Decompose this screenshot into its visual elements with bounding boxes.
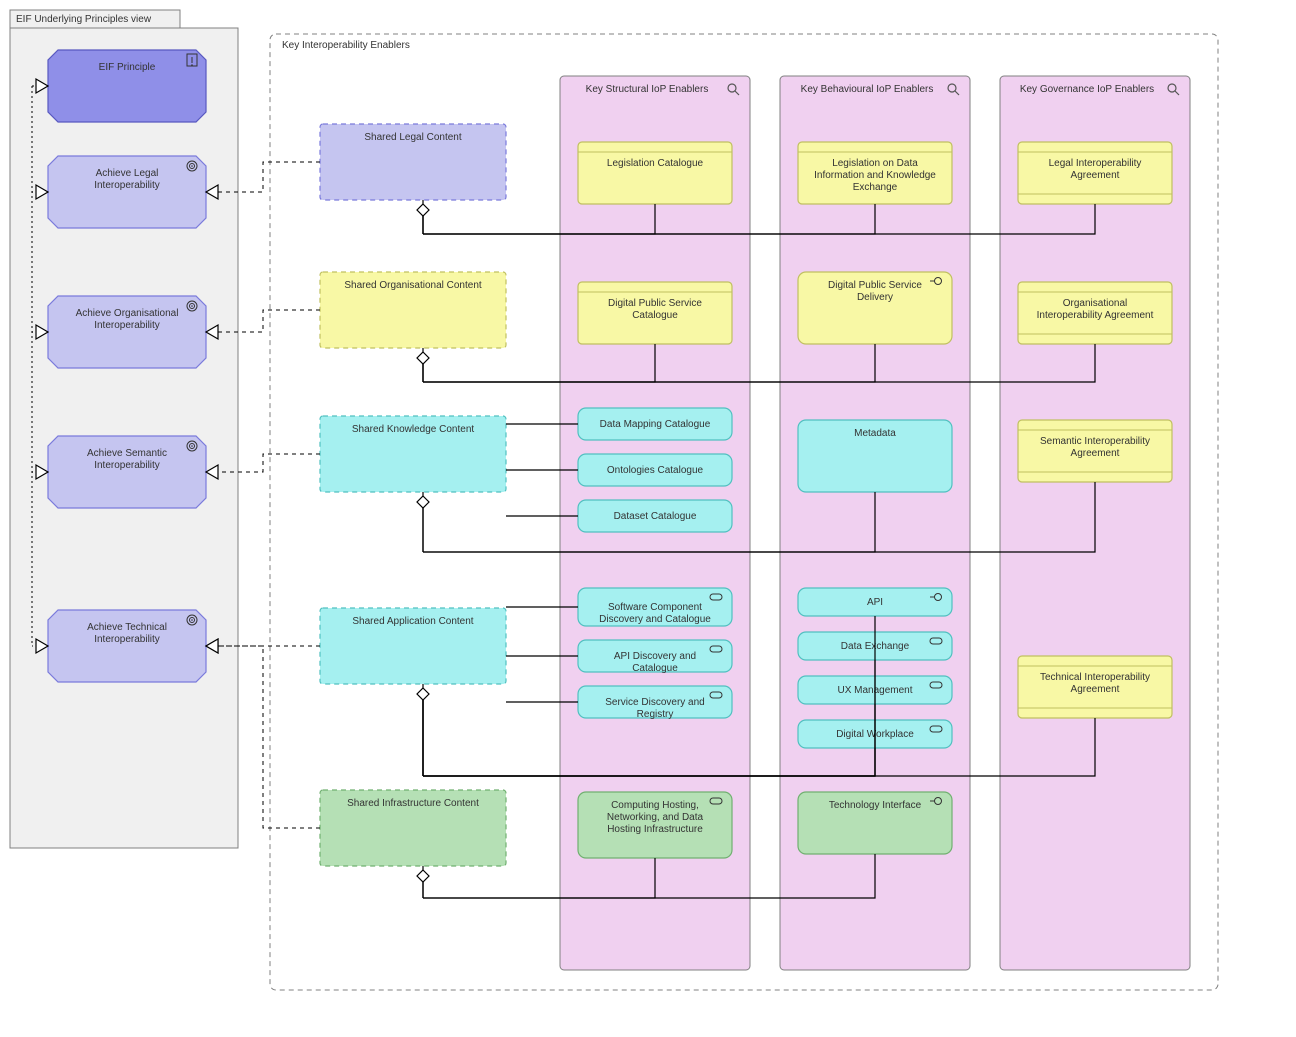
node-label: Shared Legal Content (364, 132, 462, 143)
node-computing: Computing Hosting,Networking, and DataHo… (578, 792, 732, 858)
aggregation-diamond (417, 204, 429, 216)
node-shared-legal: Shared Legal Content (320, 124, 506, 200)
node-api-discovery: API Discovery andCatalogue (578, 640, 732, 674)
node-label: Achieve TechnicalInteroperability (87, 622, 167, 645)
lane-title: Key Structural IoP Enablers (586, 84, 709, 95)
group-title-eif: EIF Underlying Principles view (16, 14, 152, 25)
aggregation-connector (423, 718, 1095, 776)
node-label: Legislation Catalogue (607, 158, 704, 169)
lane-title: Key Behavioural IoP Enablers (801, 84, 934, 95)
group-title-key-enablers: Key Interoperability Enablers (282, 40, 410, 51)
aggregation-diamond (417, 870, 429, 882)
node-dps-catalogue: Digital Public ServiceCatalogue (578, 282, 732, 344)
node-label: Dataset Catalogue (614, 511, 697, 522)
node-shared-org: Shared Organisational Content (320, 272, 506, 348)
node-goal-legal: Achieve LegalInteroperability (48, 156, 206, 228)
node-goal-semantic: Achieve SemanticInteroperability (48, 436, 206, 508)
node-label: Shared Infrastructure Content (347, 798, 479, 809)
aggregation-diamond (417, 352, 429, 364)
node-dps-delivery: Digital Public ServiceDelivery (798, 272, 952, 344)
aggregation-diamond (417, 688, 429, 700)
node-label: EIF Principle (99, 62, 156, 73)
aggregation-connector (423, 344, 1095, 382)
node-label: Shared Application Content (352, 616, 473, 627)
node-goal-technical: Achieve TechnicalInteroperability (48, 610, 206, 682)
node-shared-app: Shared Application Content (320, 608, 506, 684)
node-label: Ontologies Catalogue (607, 465, 704, 476)
node-shared-knowledge: Shared Knowledge Content (320, 416, 506, 492)
node-eif-principle: EIF Principle (48, 50, 206, 122)
node-label: Shared Knowledge Content (352, 424, 475, 435)
node-goal-org: Achieve OrganisationalInteroperability (48, 296, 206, 368)
node-label: Technology Interface (829, 800, 922, 811)
node-label: Shared Organisational Content (344, 280, 482, 291)
node-tech-agreement: Technical InteroperabilityAgreement (1018, 656, 1172, 718)
node-semantic-agreement: Semantic InteroperabilityAgreement (1018, 420, 1172, 482)
node-legis-catalogue: Legislation Catalogue (578, 142, 732, 204)
node-service-discovery: Service Discovery andRegistry (578, 686, 732, 720)
node-label: Computing Hosting,Networking, and DataHo… (607, 800, 704, 835)
node-dataset: Dataset Catalogue (578, 500, 732, 532)
node-org-agreement: OrganisationalInteroperability Agreement (1018, 282, 1172, 344)
aggregation-diamond (417, 496, 429, 508)
node-metadata: Metadata (798, 420, 952, 492)
node-tech-interface: Technology Interface (798, 792, 952, 854)
node-ontologies: Ontologies Catalogue (578, 454, 732, 486)
aggregation-connector (423, 482, 1095, 552)
node-label: Metadata (854, 428, 896, 439)
node-label: Achieve SemanticInteroperability (87, 448, 167, 471)
node-data-mapping: Data Mapping Catalogue (578, 408, 732, 440)
node-label: Software ComponentDiscovery and Catalogu… (599, 602, 711, 625)
node-api: API (798, 588, 952, 616)
node-sw-component: Software ComponentDiscovery and Catalogu… (578, 588, 732, 626)
lane-title: Key Governance IoP Enablers (1020, 84, 1154, 95)
node-label: Data Mapping Catalogue (600, 419, 711, 430)
aggregation-connector (423, 204, 1095, 234)
node-label: Achieve LegalInteroperability (94, 168, 160, 191)
node-legis-data-exchange: Legislation on DataInformation and Knowl… (798, 142, 952, 204)
node-shared-infra: Shared Infrastructure Content (320, 790, 506, 866)
node-label: API (867, 597, 883, 608)
node-legal-agreement: Legal InteroperabilityAgreement (1018, 142, 1172, 204)
